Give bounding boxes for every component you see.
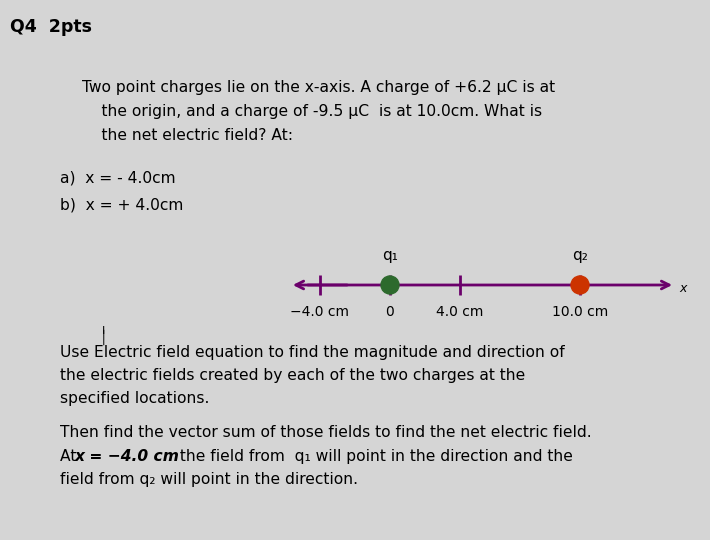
Text: 0: 0 <box>386 305 394 319</box>
Text: Two point charges lie on the x-axis. A charge of +6.2 μC is at: Two point charges lie on the x-axis. A c… <box>82 80 555 95</box>
Text: 10.0 cm: 10.0 cm <box>552 305 608 319</box>
Circle shape <box>571 276 589 294</box>
Text: Q4  2pts: Q4 2pts <box>10 18 92 36</box>
Text: Use Electric field equation to find the magnitude and direction of: Use Electric field equation to find the … <box>60 345 564 360</box>
Text: │: │ <box>100 330 107 346</box>
Text: q₁: q₁ <box>382 248 398 263</box>
Text: At: At <box>60 449 81 464</box>
Text: specified locations.: specified locations. <box>60 391 209 406</box>
Text: x = −4.0 cm: x = −4.0 cm <box>75 449 180 464</box>
Text: 4.0 cm: 4.0 cm <box>437 305 484 319</box>
Text: the field from  q₁ will point in the direction and the: the field from q₁ will point in the dire… <box>175 449 573 464</box>
Text: −4.0 cm: −4.0 cm <box>290 305 349 319</box>
Circle shape <box>381 276 399 294</box>
Text: I: I <box>102 326 105 336</box>
Text: q₂: q₂ <box>572 248 588 263</box>
Text: the net electric field? At:: the net electric field? At: <box>82 128 293 143</box>
Text: the electric fields created by each of the two charges at the: the electric fields created by each of t… <box>60 368 525 383</box>
Text: b)  x = + 4.0cm: b) x = + 4.0cm <box>60 198 183 213</box>
Text: Then find the vector sum of those fields to find the net electric field.: Then find the vector sum of those fields… <box>60 425 591 440</box>
Text: a)  x = - 4.0cm: a) x = - 4.0cm <box>60 170 175 185</box>
Text: the origin, and a charge of -9.5 μC  is at 10.0cm. What is: the origin, and a charge of -9.5 μC is a… <box>82 104 542 119</box>
Text: x: x <box>679 281 687 294</box>
Text: field from q₂ will point in the direction.: field from q₂ will point in the directio… <box>60 472 358 487</box>
